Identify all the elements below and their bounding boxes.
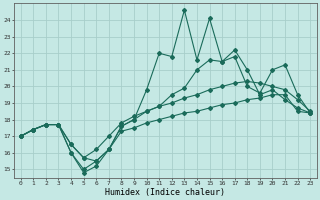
X-axis label: Humidex (Indice chaleur): Humidex (Indice chaleur) — [106, 188, 226, 197]
